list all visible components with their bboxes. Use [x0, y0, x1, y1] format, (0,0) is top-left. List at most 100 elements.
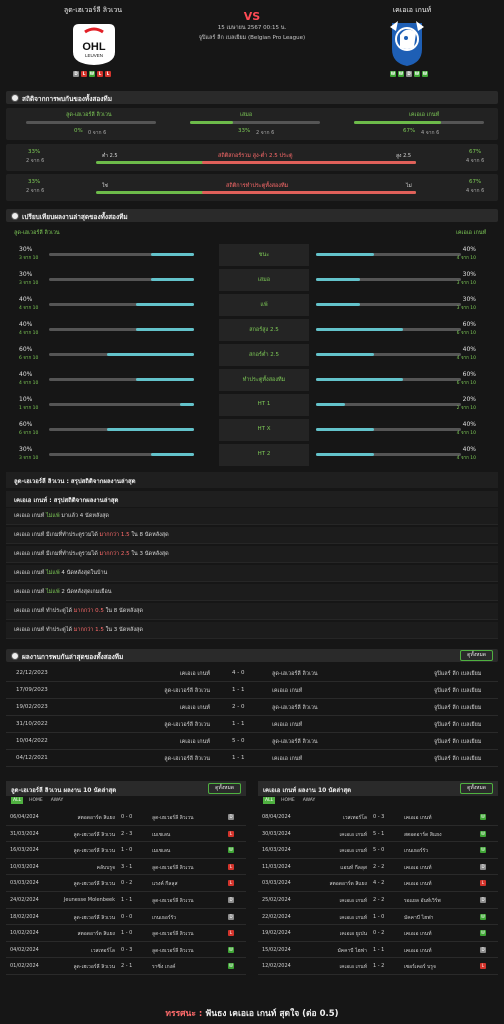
- away-team[interactable]: ลูด-เฮเวอร์ลี ลิวเวน: [272, 705, 318, 711]
- match-row[interactable]: 03/03/2024 สตอดอาร์ด สิแยง 4 - 2 เคเอเอ เกน…: [258, 875, 498, 892]
- h2h-row[interactable]: 19/02/2023 เคเอเอ เกนท์ 2 - 0 ลูด-เฮเวอร์ลี…: [6, 699, 498, 716]
- tab-away[interactable]: AWAY: [50, 798, 64, 803]
- away-team[interactable]: ราซิ่ง เกงค์: [152, 964, 176, 971]
- away-team[interactable]: เคเอเอ เกนท์: [404, 947, 432, 954]
- home-team[interactable]: เคเอเอ ยูเปน: [339, 931, 367, 938]
- home-team[interactable]: ลูด-เฮเวอร์ลี ลิวเวน: [164, 688, 210, 694]
- match-row[interactable]: 06/04/2024 สตอดอาร์ด สิแยง 0 - 0 ลูด-เฮเวอร…: [6, 809, 246, 826]
- match-row[interactable]: 03/03/2024 ลูด-เฮเวอร์ลี ลิวเวน 0 - 2 แรงค์…: [6, 875, 246, 892]
- home-team[interactable]: คลับบรูจ: [96, 864, 115, 871]
- summary-highlight: มากกว่า 2.5: [99, 551, 130, 557]
- away-team[interactable]: เซอร์เคอร์ บรูจ: [404, 964, 436, 971]
- home-team[interactable]: เคเอเอ เกนท์: [339, 898, 367, 904]
- match-row[interactable]: 15/02/2024 มัคคาบี ไฮฟา 1 - 1 เคเอเอ เกนท์ D: [258, 942, 498, 959]
- home-team[interactable]: เวสเทอร์โล: [90, 947, 115, 954]
- away-team[interactable]: ลูด-เฮเวอร์ลี ลิวเวน: [152, 947, 194, 954]
- away-team[interactable]: เคเอเอ เกนท์: [404, 864, 432, 871]
- match-row[interactable]: 24/02/2024 Jeunesse Molenbeek 1 - 1 ลูด-เฮเ…: [6, 892, 246, 909]
- away-team[interactable]: ลูด-เฮเวอร์ลี ลิวเวน: [152, 815, 194, 821]
- match-row[interactable]: 01/02/2024 ลูด-เฮเวอร์ลี ลิวเวน 2 - 1 ราซิ่…: [6, 958, 246, 975]
- match-row[interactable]: 30/03/2024 เคเอเอ เกนท์ 5 - 1 สตอดอาร์ด สิแ…: [258, 826, 498, 843]
- away-team[interactable]: เคเอเอ เกนท์: [272, 688, 303, 694]
- home-team[interactable]: ลูด-เฮเวอร์ลี ลิวเวน: [73, 881, 115, 888]
- away-team[interactable]: รอแยล อันท์เวิร์พ: [404, 898, 441, 904]
- match-row[interactable]: 04/02/2024 เวสเทอร์โล 0 - 3 ลูด-เฮเวอร์ลี ล…: [6, 942, 246, 959]
- away-team[interactable]: เกนเธอร์รัว: [152, 914, 177, 921]
- h2h-row[interactable]: 22/12/2023 เคเอเอ เกนท์ 4 - 0 ลูด-เฮเวอร์ลี…: [6, 665, 498, 682]
- home-fill: [179, 403, 194, 406]
- league: จูปิแลร์ ลีก เบลเยียม: [434, 705, 482, 711]
- tab-away[interactable]: AWAY: [302, 798, 316, 803]
- view-all-button[interactable]: ดูทั้งหมด: [460, 650, 493, 661]
- away-team[interactable]: เคเอเอ เกนท์: [272, 756, 303, 762]
- home-team[interactable]: Jeunesse Molenbeek: [63, 897, 115, 903]
- tab-all[interactable]: ALL: [263, 797, 276, 804]
- home-team[interactable]: เคเอเอ เกนท์: [339, 914, 367, 921]
- h2h-row[interactable]: 31/10/2022 ลูด-เฮเวอร์ลี ลิวเวน 1 - 1 เคเอเ…: [6, 716, 498, 733]
- match-row[interactable]: 11/03/2024 แอนท์ กีลลุส 2 - 2 เคเอเอ เกนท์ D: [258, 859, 498, 876]
- away-team[interactable]: เกนเธอร์รัว: [404, 848, 429, 855]
- match-row[interactable]: 22/02/2024 เคเอเอ เกนท์ 1 - 0 มัคคาบี ไฮฟา W: [258, 909, 498, 926]
- home-team[interactable]: เคเอเอ เกนท์: [179, 671, 210, 677]
- away-team[interactable]: ลูด-เฮเวอร์ลี ลิวเวน: [152, 864, 194, 871]
- away-team[interactable]: เคเอเอ เกนท์: [404, 931, 432, 938]
- home-team[interactable]: ลูด-เฮเวอร์ลี ลิวเวน: [73, 831, 115, 838]
- away-team[interactable]: เมเชเลน: [152, 831, 171, 838]
- home-team[interactable]: เคเอเอ เกนท์: [179, 739, 210, 745]
- tab-home[interactable]: HOME: [281, 798, 295, 803]
- home-team[interactable]: เวสเทอร์โล: [342, 815, 367, 821]
- compare-row: 60% 6 จาก 10 HT X 40% 4 จาก 10: [14, 419, 490, 441]
- home-team[interactable]: เคเอเอ เกนท์: [179, 705, 210, 711]
- h2h-row[interactable]: 17/09/2023 ลูด-เฮเวอร์ลี ลิวเวน 1 - 1 เคเอเ…: [6, 682, 498, 699]
- match-row[interactable]: 10/02/2024 สตอดอาร์ด สิแยง 1 - 0 ลูด-เฮเวอร…: [6, 925, 246, 942]
- away-team-name[interactable]: เคเอเอ เกนท์: [392, 6, 432, 14]
- match-row[interactable]: 08/04/2024 เวสเทอร์โล 0 - 3 เคเอเอ เกนท์ W: [258, 809, 498, 826]
- match-row[interactable]: 31/03/2024 ลูด-เฮเวอร์ลี ลิวเวน 2 - 3 เมเชเ…: [6, 826, 246, 843]
- away-team[interactable]: แรงค์ กีลลุส: [152, 881, 178, 888]
- away-track: [316, 428, 461, 431]
- match-row[interactable]: 16/03/2024 ลูด-เฮเวอร์ลี ลิวเวน 1 - 0 เมเชเ…: [6, 842, 246, 859]
- home-team[interactable]: ลูด-เฮเวอร์ลี ลิวเวน: [164, 722, 210, 728]
- home-team[interactable]: เคเอเอ เกนท์: [339, 848, 367, 855]
- home-team[interactable]: สตอดอาร์ด สิแยง: [329, 881, 367, 888]
- match-row[interactable]: 10/03/2024 คลับบรูจ 3 - 1 ลูด-เฮเวอร์ลี ลิว…: [6, 859, 246, 876]
- away-team[interactable]: เคเอเอ เกนท์: [272, 722, 303, 728]
- match-row[interactable]: 18/02/2024 ลูด-เฮเวอร์ลี ลิวเวน 0 - 0 เกนเธ…: [6, 909, 246, 926]
- away-team[interactable]: เคเอเอ เกนท์: [404, 881, 432, 888]
- h2h-row[interactable]: 10/04/2022 เคเอเอ เกนท์ 5 - 0 ลูด-เฮเวอร์ลี…: [6, 733, 498, 750]
- home-team[interactable]: ลูด-เฮเวอร์ลี ลิวเวน: [164, 756, 210, 762]
- away-last10-title: เคเอเอ เกนท์ ผลงาน 10 นัดล่าสุด: [263, 787, 352, 794]
- home-team[interactable]: ลูด-เฮเวอร์ลี ลิวเวน: [73, 964, 115, 971]
- away-team[interactable]: ลูด-เฮเวอร์ลี ลิวเวน: [272, 671, 318, 677]
- home-team[interactable]: มัคคาบี ไฮฟา: [337, 947, 367, 954]
- away-team-logo[interactable]: [386, 19, 428, 67]
- match-row[interactable]: 12/02/2024 เคเอเอ เกนท์ 1 - 2 เซอร์เคอร์ บร…: [258, 958, 498, 975]
- home-last10-view-all-button[interactable]: ดูทั้งหมด: [208, 783, 241, 794]
- h2h-row[interactable]: 04/12/2021 ลูด-เฮเวอร์ลี ลิวเวน 1 - 1 เคเอเ…: [6, 750, 498, 767]
- away-team[interactable]: ลูด-เฮเวอร์ลี ลิวเวน: [272, 739, 318, 745]
- away-team[interactable]: เคเอเอ เกนท์: [404, 815, 432, 821]
- away-last10-view-all-button[interactable]: ดูทั้งหมด: [460, 783, 493, 794]
- away-team[interactable]: ลูด-เฮเวอร์ลี ลิวเวน: [152, 898, 194, 904]
- match-date: 11/03/2024: [262, 863, 291, 870]
- home-team[interactable]: สตอดอาร์ด สิแยง: [77, 815, 115, 821]
- home-team-logo[interactable]: OHL LEUVEN: [71, 22, 117, 66]
- match-row[interactable]: 25/02/2024 เคเอเอ เกนท์ 2 - 2 รอแยล อันท์เว…: [258, 892, 498, 909]
- home-team-name[interactable]: ลูด-เฮเวอร์ลี ลิวเวน: [63, 6, 123, 14]
- tab-all[interactable]: ALL: [11, 797, 24, 804]
- home-team[interactable]: สตอดอาร์ด สิแยง: [77, 931, 115, 938]
- home-team[interactable]: ลูด-เฮเวอร์ลี ลิวเวน: [73, 848, 115, 855]
- home-team[interactable]: เคเอเอ เกนท์: [339, 831, 367, 838]
- away-team[interactable]: เมเชเลน: [152, 848, 171, 855]
- over-pct: 67%: [469, 149, 482, 155]
- match-row[interactable]: 16/03/2024 เคเอเอ เกนท์ 5 - 0 เกนเธอร์รัว W: [258, 842, 498, 859]
- away-team[interactable]: สตอดอาร์ด สิแยง: [404, 831, 442, 838]
- home-team[interactable]: ลูด-เฮเวอร์ลี ลิวเวน: [73, 914, 115, 921]
- home-team[interactable]: เคเอเอ เกนท์: [339, 964, 367, 971]
- home-team[interactable]: แอนท์ กีลลุส: [340, 864, 367, 871]
- away-count: 3 จาก 10: [456, 281, 476, 286]
- away-team[interactable]: ลูด-เฮเวอร์ลี ลิวเวน: [152, 931, 194, 938]
- tab-home[interactable]: HOME: [29, 798, 43, 803]
- away-team[interactable]: มัคคาบี ไฮฟา: [404, 914, 434, 921]
- match-row[interactable]: 19/02/2024 เคเอเอ ยูเปน 0 - 2 เคเอเอ เกนท์ W: [258, 925, 498, 942]
